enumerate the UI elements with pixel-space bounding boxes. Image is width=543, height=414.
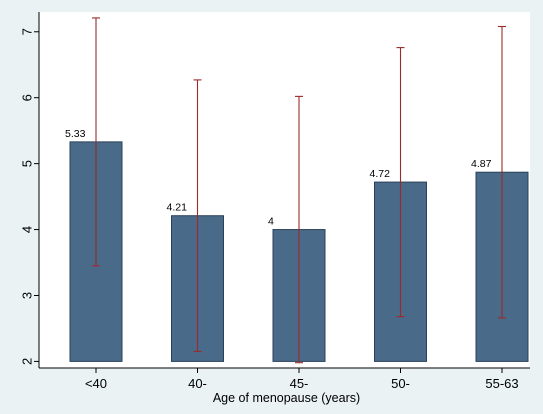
y-tick-label-1: 3 [20,292,35,299]
x-tick-label-2: 45- [290,376,309,391]
error-bars-group [92,17,506,364]
x-tick-label-3: 50- [391,376,410,391]
y-tick-label-3: 5 [20,160,35,167]
data-label-0: 5.33 [65,128,86,140]
y-tick-label-2: 4 [20,226,35,233]
data-label-1: 4.21 [167,202,188,214]
value-labels-group: 5.33 4.21 4 4.72 4.87 [65,128,492,228]
error-bar-0 [92,17,100,267]
y-tick-label-0: 2 [20,358,35,365]
error-bar-1 [193,79,202,353]
error-bar-3 [396,47,405,318]
error-bar-4 [498,25,506,319]
x-axis: <40 40- 45- 50- 55-63 [39,367,530,391]
data-label-2: 4 [268,216,274,228]
x-axis-title: Age of menopause (years) [213,391,360,405]
error-bar-2 [295,95,303,364]
y-axis: 2 3 4 5 6 7 [20,12,40,368]
x-tick-label-4: 55-63 [485,376,518,391]
x-tick-label-0: <40 [85,376,107,391]
data-label-3: 4.72 [370,168,391,180]
y-tick-label-4: 6 [20,94,35,101]
y-tick-label-5: 7 [20,28,35,35]
data-label-4: 4.87 [471,158,492,170]
x-tick-label-1: 40- [188,376,207,391]
